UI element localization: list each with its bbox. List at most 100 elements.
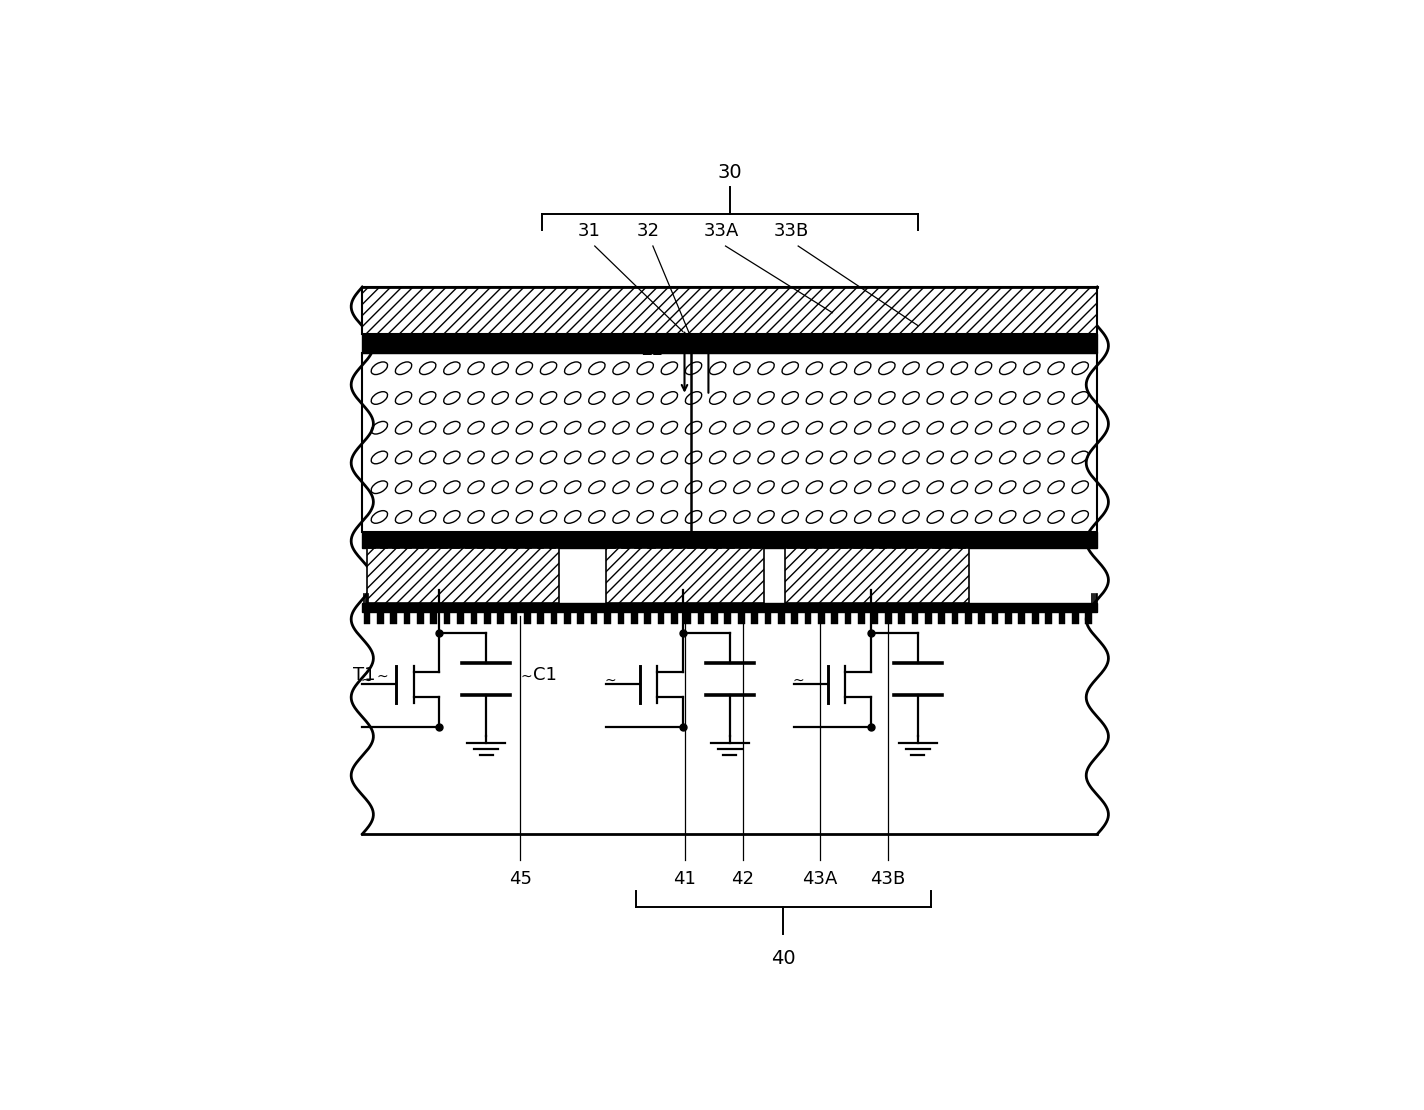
Bar (965, 612, 971, 624)
Bar (840, 533, 847, 547)
Text: T1: T1 (353, 666, 375, 684)
Bar (701, 533, 708, 547)
Text: ~: ~ (360, 674, 372, 688)
Bar (884, 612, 891, 624)
Bar (778, 612, 785, 624)
Bar (551, 612, 557, 624)
Bar (674, 533, 681, 547)
Bar (430, 612, 437, 624)
Bar (713, 533, 721, 547)
Bar (362, 353, 1098, 533)
Text: C1: C1 (533, 666, 557, 684)
Bar (1072, 612, 1078, 624)
Text: 43B: 43B (870, 870, 906, 888)
Bar (464, 533, 471, 547)
Bar (686, 533, 693, 547)
Bar (511, 612, 517, 624)
Bar (832, 612, 839, 624)
Bar (1058, 612, 1065, 624)
Bar (369, 533, 375, 547)
Bar (608, 533, 615, 547)
Bar (1032, 612, 1038, 624)
Bar (548, 533, 555, 547)
Bar (685, 612, 691, 624)
Bar (844, 612, 852, 624)
Text: 30: 30 (718, 163, 742, 182)
Bar (738, 612, 745, 624)
Bar (416, 533, 423, 547)
Bar (564, 612, 571, 624)
Bar (853, 533, 860, 547)
Bar (621, 533, 628, 547)
Bar (605, 547, 765, 604)
Text: ~: ~ (520, 669, 533, 684)
Bar (453, 533, 459, 547)
Text: 33A: 33A (703, 222, 739, 240)
Bar (931, 533, 938, 547)
Bar (739, 533, 746, 547)
Bar (893, 533, 900, 547)
Text: 45: 45 (508, 870, 533, 888)
Bar (429, 533, 436, 547)
Bar (786, 547, 970, 604)
Bar (404, 612, 410, 624)
Bar (380, 533, 387, 547)
Text: ~: ~ (678, 340, 689, 354)
Bar (644, 612, 651, 624)
Bar (497, 612, 504, 624)
Bar (866, 533, 873, 547)
Bar (827, 533, 834, 547)
Bar (661, 533, 668, 547)
Bar (938, 612, 946, 624)
Bar (578, 612, 584, 624)
Bar (366, 547, 558, 604)
Text: 32: 32 (637, 222, 661, 240)
Bar (1018, 612, 1025, 624)
Bar (390, 612, 397, 624)
Bar (404, 533, 412, 547)
Text: 31: 31 (577, 222, 600, 240)
Bar (1005, 612, 1012, 624)
Bar (477, 533, 483, 547)
Bar (457, 612, 464, 624)
Bar (926, 612, 931, 624)
Bar (484, 612, 491, 624)
Bar (631, 612, 638, 624)
Bar (444, 612, 450, 624)
Bar (440, 533, 447, 547)
Bar (958, 533, 965, 547)
Text: 40: 40 (770, 949, 796, 968)
Bar (765, 612, 772, 624)
Bar (978, 612, 985, 624)
Bar (362, 287, 1098, 334)
Bar (752, 612, 758, 624)
Bar (946, 533, 953, 547)
Bar (1085, 612, 1092, 624)
Bar (787, 533, 795, 547)
Bar (753, 533, 760, 547)
Bar (591, 612, 598, 624)
Bar (800, 533, 807, 547)
Bar (362, 334, 1098, 353)
Bar (906, 533, 913, 547)
Bar (470, 612, 477, 624)
Bar (417, 612, 424, 624)
Text: 42: 42 (731, 870, 755, 888)
Text: 43A: 43A (802, 870, 837, 888)
Bar (805, 612, 812, 624)
Text: ~: ~ (792, 674, 805, 688)
Bar (951, 612, 958, 624)
Bar (377, 612, 383, 624)
Bar (362, 604, 1098, 612)
Bar (879, 533, 886, 547)
Bar (363, 612, 370, 624)
Bar (524, 533, 531, 547)
Bar (618, 612, 624, 624)
Bar (634, 533, 641, 547)
Bar (524, 612, 531, 624)
Text: ~: ~ (377, 669, 389, 684)
Bar (488, 533, 496, 547)
Bar (991, 612, 998, 624)
Bar (537, 533, 543, 547)
Bar (362, 533, 1098, 547)
